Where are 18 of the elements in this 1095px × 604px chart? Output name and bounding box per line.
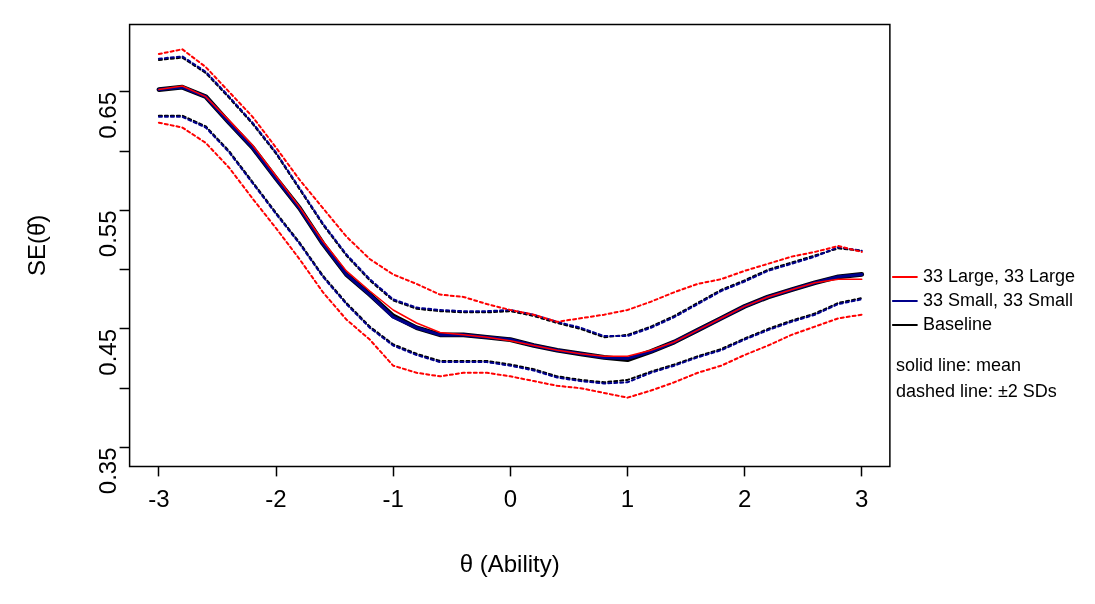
y-tick-label: 0.55 [94, 210, 122, 258]
x-axis-title: θ (Ability) [459, 550, 560, 578]
x-tick-label: -1 [382, 485, 404, 513]
legend-label: 33 Large, 33 Large [922, 265, 1075, 286]
legend-label: Baseline [922, 313, 992, 334]
y-tick-label: 0.35 [94, 447, 122, 495]
legend-label: 33 Small, 33 Small [922, 289, 1073, 310]
x-tick-label: 1 [620, 485, 635, 513]
y-tick-label: 0.45 [94, 328, 122, 376]
y-tick-label: 0.65 [94, 91, 122, 139]
x-tick-label: 3 [855, 485, 869, 513]
text: dashed line: ±2 SDs [895, 380, 1057, 401]
text: solid line: mean [895, 354, 1021, 375]
x-tick-label: 0 [503, 485, 517, 513]
x-tick-label: -2 [265, 485, 287, 513]
x-tick-label: 2 [737, 485, 752, 513]
y-axis-title: SE(θ̂) [23, 214, 51, 277]
x-tick-label: -3 [148, 485, 170, 513]
